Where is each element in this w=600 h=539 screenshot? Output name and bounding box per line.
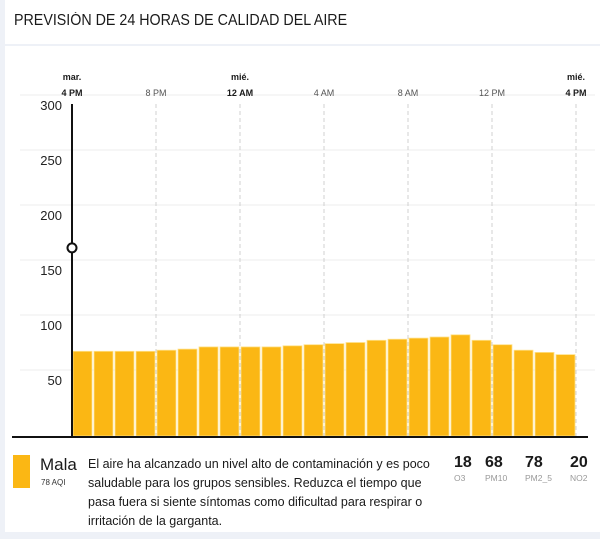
pollutant-o3: 18 O3 xyxy=(454,454,472,483)
pollutant-name: PM10 xyxy=(485,473,508,483)
air-quality-card: PREVISIÓN DE 24 HORAS DE CALIDAD DEL AIR… xyxy=(5,0,600,532)
aqi-bar xyxy=(408,337,429,437)
aqi-bar xyxy=(429,336,450,437)
pollutant-no2: 20 NO2 xyxy=(570,454,588,483)
x-tick-label: 12 PM xyxy=(479,88,505,98)
aqi-bar xyxy=(240,346,261,437)
title-divider xyxy=(5,44,600,46)
aqi-bar xyxy=(471,339,492,437)
aqi-bar xyxy=(555,354,576,437)
aqi-summary: Mala 78 AQI El aire ha alcanzado un nive… xyxy=(5,448,600,532)
aqi-bar xyxy=(324,343,345,437)
x-tick-day: mié. xyxy=(231,72,249,82)
aqi-level-swatch xyxy=(13,455,30,488)
aqi-bar xyxy=(513,349,534,437)
y-tick-label: 100 xyxy=(40,318,62,333)
x-tick-label: 8 AM xyxy=(398,88,419,98)
aqi-bar xyxy=(93,350,114,437)
pollutant-name: NO2 xyxy=(570,473,588,483)
y-tick-label: 50 xyxy=(48,373,62,388)
page-title: PREVISIÓN DE 24 HORAS DE CALIDAD DEL AIR… xyxy=(14,12,348,29)
aqi-bar xyxy=(177,348,198,437)
pollutant-value: 18 xyxy=(454,454,472,471)
aqi-forecast-chart: 50 100 150 200 250 300 mar. 4 PM 8 PM mié. 12 AM 4 … xyxy=(12,72,595,438)
pollutant-value: 78 xyxy=(525,454,543,471)
y-tick-label: 300 xyxy=(40,98,62,113)
aqi-description: El aire ha alcanzado un nivel alto de co… xyxy=(88,457,430,528)
aqi-bar xyxy=(387,338,408,437)
x-tick-day: mar. xyxy=(63,72,82,82)
pollutant-pm2-5: 78 PM2_5 xyxy=(525,454,552,483)
aqi-bar xyxy=(345,342,366,437)
x-tick-label: 4 PM xyxy=(565,88,586,98)
x-tick-label: 8 PM xyxy=(145,88,166,98)
pollutant-value: 68 xyxy=(485,454,503,471)
aqi-bar xyxy=(135,350,156,437)
current-time-marker xyxy=(66,242,78,254)
aqi-bar xyxy=(156,349,177,437)
aqi-bar xyxy=(261,346,282,437)
aqi-bar xyxy=(114,350,135,437)
aqi-bar xyxy=(450,334,471,437)
y-tick-label: 250 xyxy=(40,153,62,168)
x-tick-label: 12 AM xyxy=(227,88,253,98)
aqi-level-label: Mala xyxy=(40,455,77,474)
aqi-bar xyxy=(72,350,93,437)
pollutant-name: O3 xyxy=(454,473,466,483)
aqi-value: 78 AQI xyxy=(41,478,66,487)
aqi-bar xyxy=(219,346,240,437)
aqi-bar xyxy=(492,344,513,437)
aqi-bar xyxy=(534,351,555,437)
x-tick-label: 4 AM xyxy=(314,88,335,98)
pollutant-name: PM2_5 xyxy=(525,473,552,483)
x-tick-label: 4 PM xyxy=(61,88,82,98)
y-tick-label: 150 xyxy=(40,263,62,278)
y-tick-label: 200 xyxy=(40,208,62,223)
aqi-bar xyxy=(366,339,387,437)
x-tick-day: mié. xyxy=(567,72,585,82)
aqi-bar xyxy=(198,346,219,437)
pollutant-pm10: 68 PM10 xyxy=(485,454,507,483)
pollutant-value: 20 xyxy=(570,454,588,471)
aqi-bar xyxy=(282,345,303,437)
aqi-bar xyxy=(303,344,324,437)
